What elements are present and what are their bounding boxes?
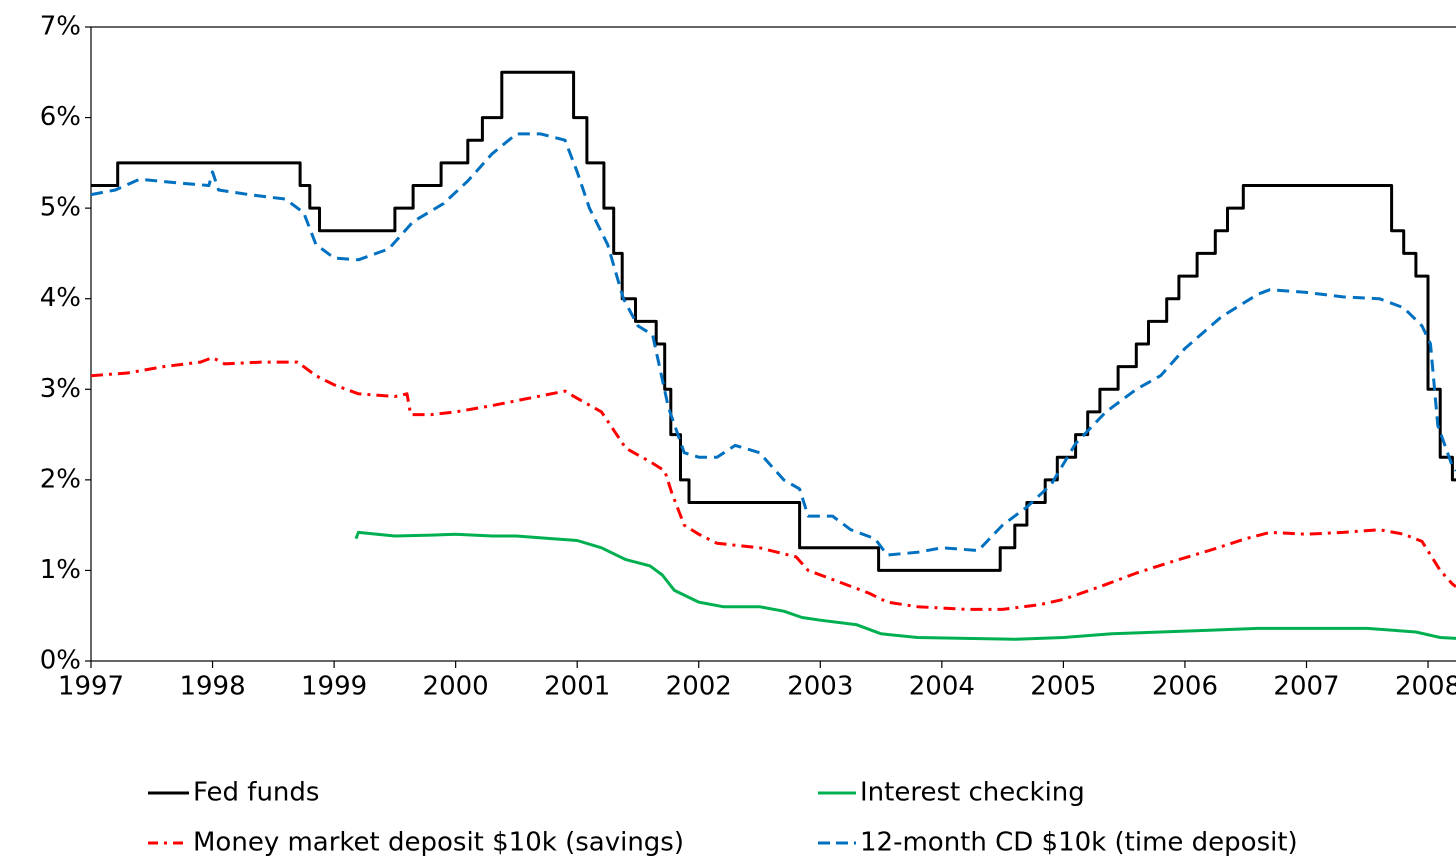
x-tick-label: 1998 [179,672,245,702]
x-tick-label: 2002 [666,672,732,702]
y-tick-label: 5% [40,193,81,223]
x-tick-label: 1999 [301,672,367,702]
x-tick-label: 2001 [544,672,610,702]
y-tick-label: 4% [40,283,81,313]
y-tick-label: 0% [40,646,81,676]
series-line [354,530,1456,641]
x-tick-label: 2007 [1273,672,1339,702]
legend-label: 12-month CD $10k (time deposit) [860,828,1298,858]
y-tick-label: 3% [40,374,81,404]
legend-label: Interest checking [860,778,1085,808]
y-tick-label: 6% [40,102,81,132]
x-tick-label: 2008 [1395,672,1456,702]
series-line [91,132,1456,557]
legend-label: Fed funds [193,778,319,808]
plot-lines [91,70,1456,641]
legend-label: Money market deposit $10k (savings) [193,828,684,858]
series-line [91,356,1456,611]
x-tick-label: 2003 [787,672,853,702]
x-tick-label: 2000 [423,672,489,702]
x-tick-label: 2004 [909,672,975,702]
x-tick-label: 2006 [1152,672,1218,702]
plot-frame [90,26,1456,662]
y-tick-label: 2% [40,464,81,494]
y-tick-label: 1% [40,555,81,585]
series-line [91,70,1456,572]
x-tick-label: 2005 [1030,672,1096,702]
y-tick-label: 7% [40,12,81,42]
x-tick-label: 1997 [58,672,124,702]
